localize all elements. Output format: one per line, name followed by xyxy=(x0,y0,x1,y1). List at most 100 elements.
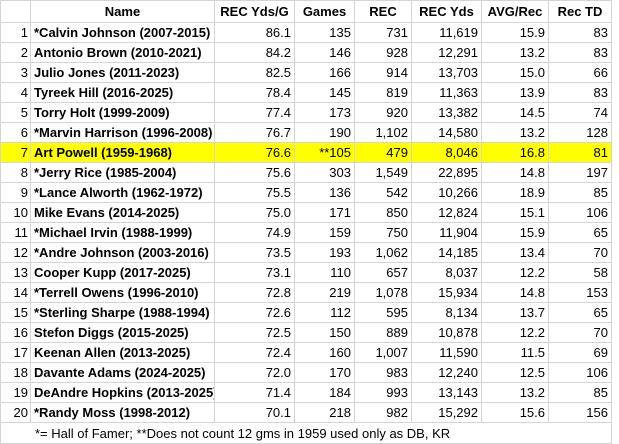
value-cell: 82.5 xyxy=(214,62,295,83)
rank-cell: 14 xyxy=(0,282,31,303)
table-row: 7 Art Powell (1959-1968) 76.6 **105 479 8,046… xyxy=(0,142,612,163)
value-cell: 11,904 xyxy=(411,222,482,243)
value-cell: 15.9 xyxy=(481,22,549,43)
name-cell: Tyreek Hill (2016-2025) xyxy=(30,82,215,103)
name-cell: Davante Adams (2024-2025) xyxy=(30,362,215,383)
value-cell: 13.9 xyxy=(481,82,549,103)
value-cell: 145 xyxy=(294,82,355,103)
value-cell: 15.1 xyxy=(481,202,549,223)
value-cell: 14.5 xyxy=(481,102,549,123)
rank-cell: 8 xyxy=(0,162,31,183)
rank-cell: 19 xyxy=(0,382,31,403)
name-cell: *Randy Moss (1998-2012) xyxy=(30,402,215,423)
value-cell: 12.2 xyxy=(481,322,549,343)
rank-cell: 12 xyxy=(0,242,31,263)
value-cell: 15.0 xyxy=(481,62,549,83)
value-cell: 81 xyxy=(548,142,612,163)
value-cell: 159 xyxy=(294,222,355,243)
value-cell: 190 xyxy=(294,122,355,143)
name-cell: *Sterling Sharpe (1988-1994) xyxy=(30,302,215,323)
value-cell: 12.5 xyxy=(481,362,549,383)
value-cell: 14.8 xyxy=(481,162,549,183)
value-cell: 128 xyxy=(548,122,612,143)
table-row: 17 Keenan Allen (2013-2025) 72.4 160 1,007 11… xyxy=(0,342,612,363)
value-cell: 8,037 xyxy=(411,262,482,283)
value-cell: 12,824 xyxy=(411,202,482,223)
footnote-row: *= Hall of Famer; **Does not count 12 gm… xyxy=(0,422,612,444)
value-cell: 15,292 xyxy=(411,402,482,423)
value-cell: 542 xyxy=(354,182,412,203)
table-row: 12 *Andre Johnson (2003-2016) 73.5 193 1,062… xyxy=(0,242,612,263)
value-cell: 85 xyxy=(548,182,612,203)
value-cell: 15.6 xyxy=(481,402,549,423)
value-cell: 218 xyxy=(294,402,355,423)
value-cell: 197 xyxy=(548,162,612,183)
table-row: 15 *Sterling Sharpe (1988-1994) 72.6 112 595… xyxy=(0,302,612,323)
value-cell: 173 xyxy=(294,102,355,123)
value-cell: 13.7 xyxy=(481,302,549,323)
header-row: Name REC Yds/G Games REC REC Yds AVG/Rec Rec T… xyxy=(0,0,612,23)
rank-cell: 4 xyxy=(0,82,31,103)
value-cell: 65 xyxy=(548,302,612,323)
header-cell: REC xyxy=(354,0,412,23)
value-cell: 16.8 xyxy=(481,142,549,163)
rank-cell: 11 xyxy=(0,222,31,243)
value-cell: 11,363 xyxy=(411,82,482,103)
rank-cell: 20 xyxy=(0,402,31,423)
value-cell: 303 xyxy=(294,162,355,183)
value-cell: 171 xyxy=(294,202,355,223)
value-cell: 13.2 xyxy=(481,42,549,63)
value-cell: 14.8 xyxy=(481,282,549,303)
name-cell: Mike Evans (2014-2025) xyxy=(30,202,215,223)
table-row: 13 Cooper Kupp (2017-2025) 73.1 110 657 8,037… xyxy=(0,262,612,283)
value-cell: 135 xyxy=(294,22,355,43)
name-cell: Cooper Kupp (2017-2025) xyxy=(30,262,215,283)
value-cell: 66 xyxy=(548,62,612,83)
value-cell: 106 xyxy=(548,362,612,383)
name-cell: *Calvin Johnson (2007-2015) xyxy=(30,22,215,43)
value-cell: 657 xyxy=(354,262,412,283)
value-cell: 77.4 xyxy=(214,102,295,123)
rank-cell: 9 xyxy=(0,182,31,203)
value-cell: 731 xyxy=(354,22,412,43)
table-row: 2 Antonio Brown (2010-2021) 84.2 146 928 12,2… xyxy=(0,42,612,63)
value-cell: 12.2 xyxy=(481,262,549,283)
value-cell: 75.6 xyxy=(214,162,295,183)
value-cell: 83 xyxy=(548,82,612,103)
value-cell: 106 xyxy=(548,202,612,223)
header-cell xyxy=(0,0,31,23)
name-cell: Art Powell (1959-1968) xyxy=(30,142,215,163)
value-cell: 193 xyxy=(294,242,355,263)
value-cell: 15.9 xyxy=(481,222,549,243)
value-cell: 170 xyxy=(294,362,355,383)
name-cell: Julio Jones (2011-2023) xyxy=(30,62,215,83)
value-cell: 14,185 xyxy=(411,242,482,263)
name-cell: *Michael Irvin (1988-1999) xyxy=(30,222,215,243)
value-cell: 12,291 xyxy=(411,42,482,63)
rank-cell: 6 xyxy=(0,122,31,143)
value-cell: 74.9 xyxy=(214,222,295,243)
name-cell: *Andre Johnson (2003-2016) xyxy=(30,242,215,263)
value-cell: 78.4 xyxy=(214,82,295,103)
value-cell: 71.4 xyxy=(214,382,295,403)
rank-cell: 15 xyxy=(0,302,31,323)
rank-cell: 3 xyxy=(0,62,31,83)
value-cell: 58 xyxy=(548,262,612,283)
name-cell: Torry Holt (1999-2009) xyxy=(30,102,215,123)
value-cell: 8,046 xyxy=(411,142,482,163)
value-cell: 72.0 xyxy=(214,362,295,383)
value-cell: 160 xyxy=(294,342,355,363)
value-cell: 889 xyxy=(354,322,412,343)
rank-cell: 7 xyxy=(0,142,31,163)
value-cell: 595 xyxy=(354,302,412,323)
value-cell: 920 xyxy=(354,102,412,123)
value-cell: 18.9 xyxy=(481,182,549,203)
table-row: 5 Torry Holt (1999-2009) 77.4 173 920 13,382 1… xyxy=(0,102,612,123)
value-cell: 85 xyxy=(548,382,612,403)
table-row: 11 *Michael Irvin (1988-1999) 74.9 159 750 11… xyxy=(0,222,612,243)
value-cell: 13,143 xyxy=(411,382,482,403)
value-cell: 11,590 xyxy=(411,342,482,363)
table-row: 8 *Jerry Rice (1985-2004) 75.6 303 1,549 22,8… xyxy=(0,162,612,183)
value-cell: 8,134 xyxy=(411,302,482,323)
value-cell: 1,007 xyxy=(354,342,412,363)
